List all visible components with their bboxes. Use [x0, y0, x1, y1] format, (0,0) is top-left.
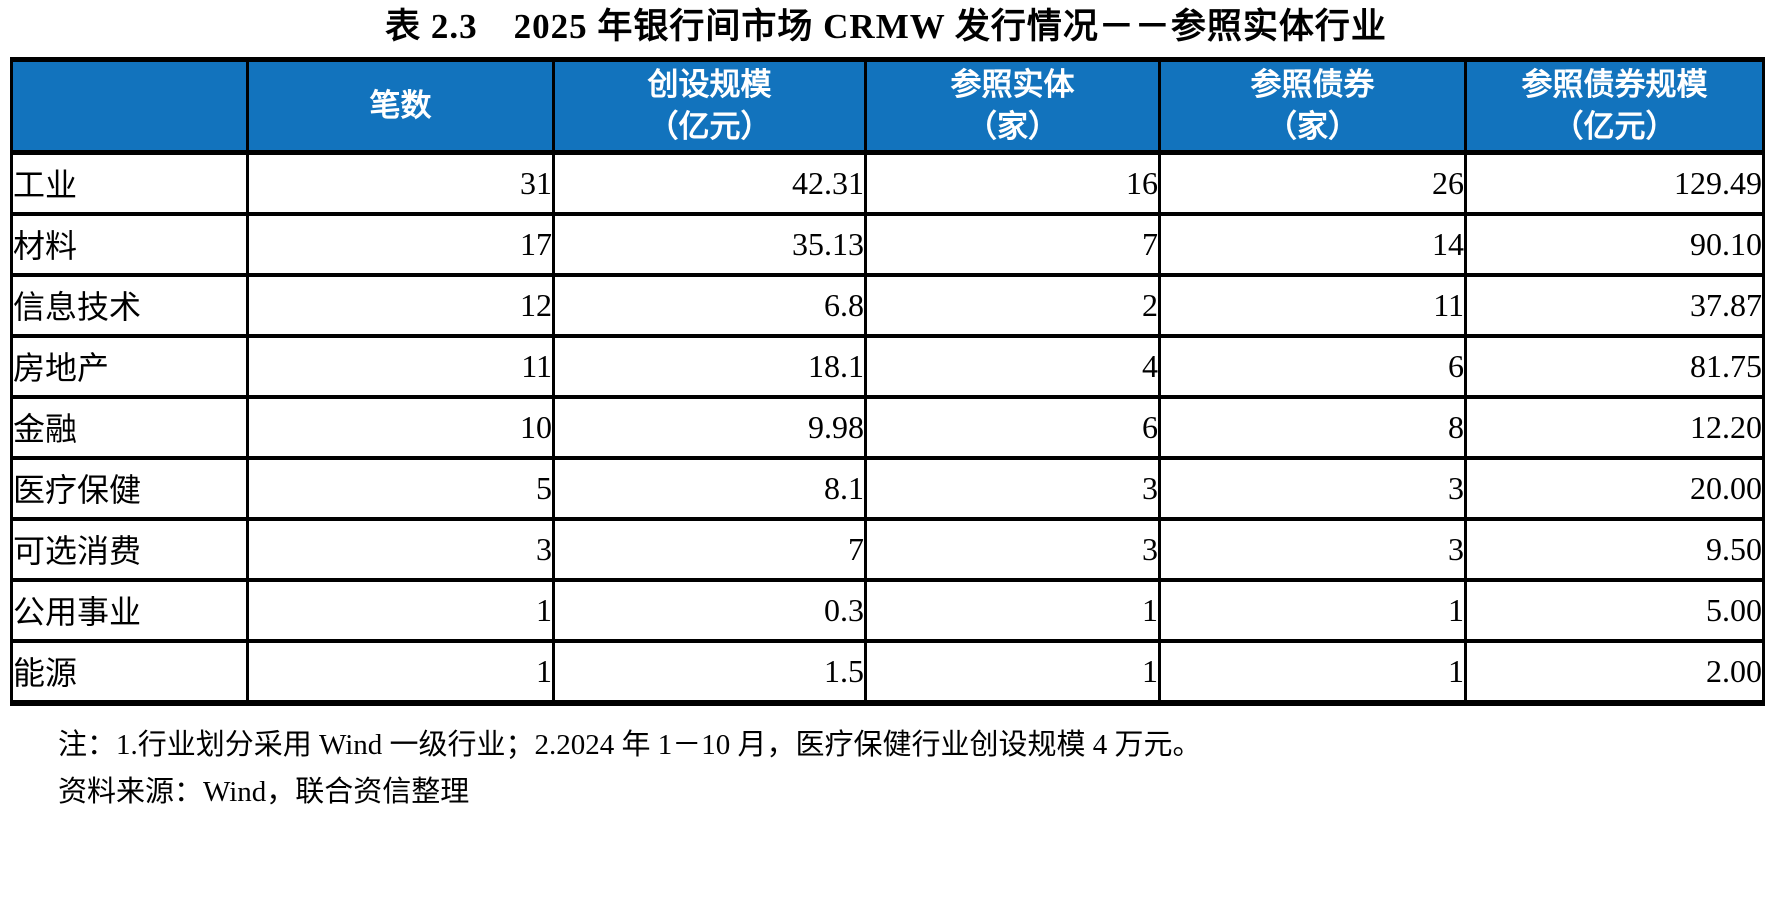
- value-cell: 18.1: [552, 333, 867, 399]
- header-cell-industry: [10, 59, 249, 155]
- table-row: 工业 31 42.31 16 26 129.49: [10, 150, 1765, 216]
- industry-label: 能源: [10, 638, 249, 705]
- value-cell: 3: [864, 455, 1161, 521]
- value-cell: 12.20: [1464, 394, 1765, 460]
- value-cell: 1: [246, 577, 555, 643]
- value-cell: 3: [1158, 455, 1467, 521]
- value-cell: 26: [1158, 150, 1467, 216]
- table-row: 信息技术 12 6.8 2 11 37.87: [10, 272, 1765, 338]
- industry-label: 公用事业: [10, 577, 249, 643]
- value-cell: 1: [864, 577, 1161, 643]
- table-row: 医疗保健 5 8.1 3 3 20.00: [10, 455, 1765, 521]
- value-cell: 5: [246, 455, 555, 521]
- value-cell: 7: [864, 211, 1161, 277]
- value-cell: 14: [1158, 211, 1467, 277]
- value-cell: 90.10: [1464, 211, 1765, 277]
- value-cell: 1: [864, 638, 1161, 705]
- industry-label: 房地产: [10, 333, 249, 399]
- value-cell: 11: [246, 333, 555, 399]
- value-cell: 1: [246, 638, 555, 705]
- header-cell-ref-bond-scale: 参照债券规模 （亿元）: [1464, 59, 1765, 155]
- industry-label: 医疗保健: [10, 455, 249, 521]
- value-cell: 35.13: [552, 211, 867, 277]
- value-cell: 37.87: [1464, 272, 1765, 338]
- table-footnotes: 注：1.行业划分采用 Wind 一级行业；2.2024 年 1－10 月，医疗保…: [58, 722, 1772, 818]
- value-cell: 12: [246, 272, 555, 338]
- value-cell: 8: [1158, 394, 1467, 460]
- industry-label: 材料: [10, 211, 249, 277]
- value-cell: 129.49: [1464, 150, 1765, 216]
- value-cell: 16: [864, 150, 1161, 216]
- value-cell: 3: [246, 516, 555, 582]
- header-cell-creation-scale: 创设规模 （亿元）: [552, 59, 867, 155]
- table-row: 房地产 11 18.1 4 6 81.75: [10, 333, 1765, 399]
- value-cell: 3: [1158, 516, 1467, 582]
- table-row: 公用事业 1 0.3 1 1 5.00: [10, 577, 1765, 643]
- header-cell-count: 笔数: [246, 59, 555, 155]
- value-cell: 1.5: [552, 638, 867, 705]
- value-cell: 5.00: [1464, 577, 1765, 643]
- industry-label: 工业: [10, 150, 249, 216]
- value-cell: 9.98: [552, 394, 867, 460]
- value-cell: 1: [1158, 577, 1467, 643]
- table-source: 资料来源：Wind，联合资信整理: [58, 776, 470, 809]
- industry-label: 可选消费: [10, 516, 249, 582]
- value-cell: 31: [246, 150, 555, 216]
- table-note: 注：1.行业划分采用 Wind 一级行业；2.2024 年 1－10 月，医疗保…: [58, 728, 1202, 761]
- value-cell: 6: [1158, 333, 1467, 399]
- table-row: 材料 17 35.13 7 14 90.10: [10, 211, 1765, 277]
- value-cell: 2.00: [1464, 638, 1765, 705]
- table-title: 表 2.3 2025 年银行间市场 CRMW 发行情况－－参照实体行业: [385, 7, 1387, 46]
- value-cell: 11: [1158, 272, 1467, 338]
- value-cell: 10: [246, 394, 555, 460]
- industry-label: 金融: [10, 394, 249, 460]
- crmw-issuance-table: 笔数 创设规模 （亿元） 参照实体 （家） 参照债券 （家） 参照债券规模 （亿…: [10, 56, 1765, 706]
- value-cell: 9.50: [1464, 516, 1765, 582]
- value-cell: 8.1: [552, 455, 867, 521]
- value-cell: 7: [552, 516, 867, 582]
- value-cell: 17: [246, 211, 555, 277]
- table-row: 可选消费 3 7 3 3 9.50: [10, 516, 1765, 582]
- value-cell: 2: [864, 272, 1161, 338]
- value-cell: 1: [1158, 638, 1467, 705]
- value-cell: 3: [864, 516, 1161, 582]
- table-row: 金融 10 9.98 6 8 12.20: [10, 394, 1765, 460]
- value-cell: 20.00: [1464, 455, 1765, 521]
- value-cell: 0.3: [552, 577, 867, 643]
- header-cell-reference-entity: 参照实体 （家）: [864, 59, 1161, 155]
- table-row: 能源 1 1.5 1 1 2.00: [10, 638, 1765, 705]
- value-cell: 42.31: [552, 150, 867, 216]
- value-cell: 81.75: [1464, 333, 1765, 399]
- header-cell-reference-bond: 参照债券 （家）: [1158, 59, 1467, 155]
- header-row: 笔数 创设规模 （亿元） 参照实体 （家） 参照债券 （家） 参照债券规模 （亿…: [10, 59, 1765, 155]
- value-cell: 6.8: [552, 272, 867, 338]
- value-cell: 4: [864, 333, 1161, 399]
- industry-label: 信息技术: [10, 272, 249, 338]
- value-cell: 6: [864, 394, 1161, 460]
